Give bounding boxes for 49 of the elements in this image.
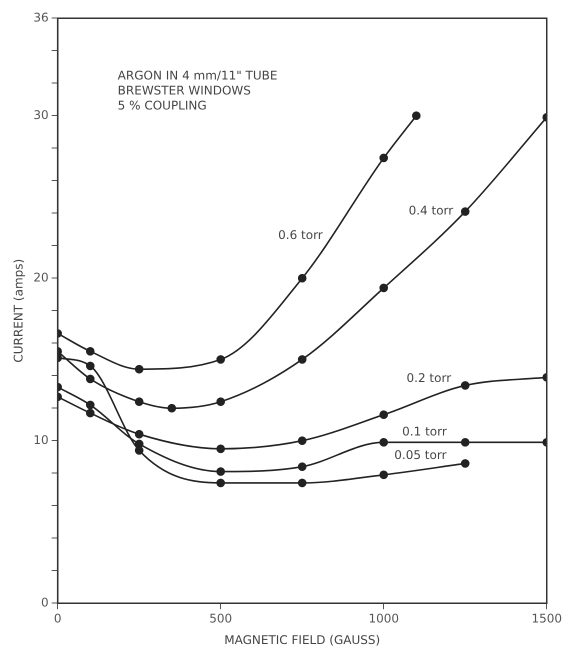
point	[216, 444, 225, 454]
point	[298, 462, 306, 471]
point	[86, 347, 95, 356]
point	[86, 362, 95, 370]
point	[379, 410, 388, 419]
y-tick-label: 10	[33, 432, 49, 447]
point	[298, 436, 306, 445]
annotation: BREWSTER WINDOWS	[118, 83, 251, 98]
point	[379, 438, 388, 447]
y-tick-label: 0	[41, 595, 49, 610]
series-label: 0.6 torr	[278, 228, 323, 242]
point	[379, 154, 388, 162]
y-tick-label: 30	[33, 108, 49, 122]
point	[134, 440, 144, 448]
point	[460, 459, 470, 468]
x-tick-label: 1000	[368, 612, 399, 626]
point	[216, 478, 225, 488]
point	[216, 355, 225, 364]
point	[167, 404, 176, 412]
annotation: 5 % COUPLING	[118, 98, 207, 112]
y-tick-label: 36	[33, 10, 49, 24]
point	[86, 400, 95, 410]
x-tick-label: 0	[54, 612, 62, 626]
annotation: ARGON IN 4 mm/11" TUBE	[118, 68, 278, 82]
point	[379, 284, 388, 292]
point	[298, 355, 306, 364]
y-axis-title: CURRENT (amps)	[11, 258, 26, 363]
point	[412, 111, 421, 120]
point	[134, 397, 144, 406]
point	[216, 397, 225, 406]
point	[86, 374, 95, 384]
point	[86, 408, 95, 418]
point	[460, 381, 470, 390]
point	[298, 478, 306, 488]
x-axis-title: MAGNETIC FIELD (GAUSS)	[224, 632, 380, 647]
series-label: 0.05 torr	[394, 448, 447, 462]
series-label: 0.2 torr	[406, 371, 452, 386]
point	[134, 430, 144, 438]
point	[216, 467, 225, 476]
point	[134, 364, 144, 374]
point	[298, 274, 306, 282]
point	[460, 207, 470, 216]
point	[379, 470, 388, 480]
point	[460, 438, 470, 447]
series-label: 0.1 torr	[402, 424, 447, 438]
x-tick-label: 1500	[531, 612, 562, 626]
x-tick-label: 500	[209, 612, 232, 626]
y-tick-label: 20	[33, 270, 49, 284]
series-label: 0.4 torr	[408, 204, 454, 218]
